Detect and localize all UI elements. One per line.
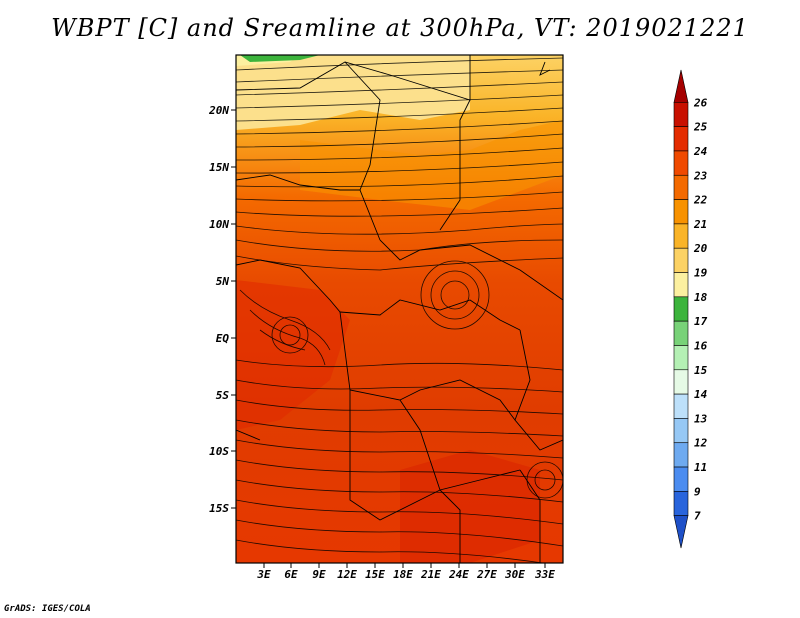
colorbar-label: 20	[693, 242, 708, 255]
colorbar-label: 13	[694, 412, 708, 425]
colorbar-label: 25	[693, 121, 708, 134]
colorbar-swatch	[673, 418, 689, 444]
streamlines	[236, 57, 563, 563]
lat-tick-label: EQ	[216, 332, 230, 345]
colorbar-label: 11	[694, 461, 707, 474]
lon-tick-label: 21E	[420, 568, 441, 581]
colorbar-swatch	[673, 369, 689, 395]
colorbar-label: 9	[694, 485, 701, 498]
colorbar-label: 15	[694, 364, 708, 377]
lon-axis: 3E 6E 9E 12E 15E 18E 21E 24E 27E 30E 33E	[256, 563, 555, 581]
wbpt-field	[236, 55, 563, 563]
colorbar-label: 17	[694, 315, 708, 328]
colorbar-swatch	[673, 174, 689, 200]
lat-tick-label: 15S	[209, 502, 229, 515]
map-frame	[235, 54, 564, 564]
lat-tick-label: 5N	[216, 275, 230, 288]
colorbar-swatch	[673, 247, 689, 273]
lon-tick-label: 33E	[534, 568, 555, 581]
colorbar-label: 19	[694, 267, 708, 280]
colorbar: 26 25 24 23 22 21 20 19 18 17 16 15 14 13 12 11 9 7	[673, 69, 708, 549]
lat-tick-label: 5S	[216, 389, 230, 402]
colorbar-label: 23	[693, 169, 708, 182]
lat-tick-label: 10S	[209, 445, 229, 458]
colorbar-swatch	[673, 223, 689, 249]
lon-tick-label: 15E	[365, 568, 385, 581]
colorbar-swatch	[673, 69, 689, 103]
lat-tick-label: 10N	[209, 218, 229, 231]
lon-tick-label: 6E	[284, 568, 298, 581]
colorbar-swatch	[673, 296, 689, 322]
country-borders	[236, 55, 563, 563]
colorbar-swatch	[673, 442, 689, 468]
colorbar-label: 16	[694, 339, 708, 352]
colorbar-swatch	[673, 272, 689, 298]
lon-tick-label: 24E	[448, 568, 469, 581]
lon-tick-label: 30E	[504, 568, 525, 581]
colorbar-swatch	[673, 515, 689, 549]
grads-credit: GrADS: IGES/COLA	[4, 604, 91, 614]
lon-tick-label: 9E	[312, 568, 326, 581]
lat-tick-label: 15N	[209, 161, 229, 174]
colorbar-swatch	[673, 102, 689, 127]
lon-tick-label: 3E	[256, 568, 271, 581]
colorbar-label: 21	[693, 218, 707, 231]
colorbar-label: 7	[694, 510, 701, 523]
colorbar-label: 26	[693, 96, 708, 109]
lon-tick-label: 12E	[337, 568, 357, 581]
colorbar-label: 22	[693, 194, 708, 207]
lon-tick-label: 27E	[476, 568, 497, 581]
map-title: WBPT [C] and Sreamline at 300hPa, VT: 20…	[51, 14, 749, 42]
colorbar-swatch	[673, 150, 689, 176]
colorbar-swatch	[673, 126, 689, 152]
colorbar-swatch	[673, 393, 689, 419]
colorbar-label: 24	[693, 145, 708, 158]
colorbar-swatch	[673, 466, 689, 492]
lat-axis: 20N 15N 10N 5N EQ 5S 10S 15S	[208, 104, 236, 515]
colorbar-swatch	[673, 320, 689, 346]
colorbar-swatch	[673, 199, 689, 225]
colorbar-label: 14	[694, 388, 708, 401]
colorbar-swatch	[673, 491, 689, 516]
lat-tick-label: 20N	[208, 104, 229, 117]
colorbar-swatch	[673, 345, 689, 371]
colorbar-label: 12	[694, 437, 708, 450]
colorbar-label: 18	[694, 291, 708, 304]
lon-tick-label: 18E	[393, 568, 413, 581]
